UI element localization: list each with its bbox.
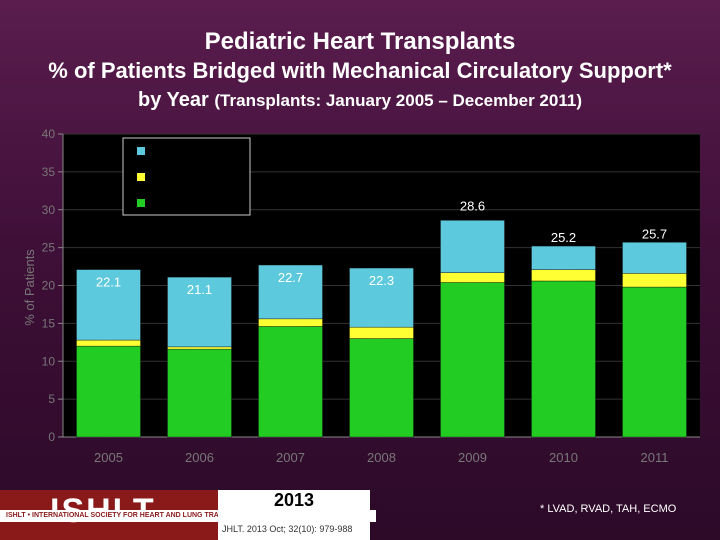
bar-shade-2005 xyxy=(76,340,141,347)
y-axis-label: % of Patients xyxy=(22,249,37,326)
bar-shade-2010 xyxy=(531,280,596,437)
bar-shade-2011 xyxy=(622,273,687,288)
bar-shade-2009 xyxy=(440,272,505,283)
bar-shade-2010 xyxy=(531,246,596,270)
y-tick-label: 30 xyxy=(42,203,56,217)
bar-shade-2007 xyxy=(258,326,323,437)
y-tick-label: 5 xyxy=(48,392,55,406)
bar-shade-2011 xyxy=(622,242,687,274)
legend-swatch-1 xyxy=(137,173,145,181)
bar-shade-2005 xyxy=(76,346,141,437)
bar-shade-2007 xyxy=(258,318,323,327)
x-tick-label-2009: 2009 xyxy=(458,450,487,465)
y-tick-label: 35 xyxy=(42,165,56,179)
bar-shade-2010 xyxy=(531,269,596,281)
bar-shade-2005 xyxy=(76,269,141,341)
bar-shade-2011 xyxy=(622,287,687,437)
bar-shade-2009 xyxy=(440,220,505,273)
y-tick-label: 25 xyxy=(42,241,56,255)
bar-shade-2006 xyxy=(167,277,232,347)
y-tick-label: 20 xyxy=(42,279,56,293)
footnote: * LVAD, RVAD, TAH, ECMO xyxy=(540,503,677,515)
citation-reference: JHLT. 2013 Oct; 32(10): 979-988 xyxy=(222,524,353,534)
chart-title: Pediatric Heart Transplants xyxy=(204,28,516,55)
data-label-2005: 22.1 xyxy=(96,275,121,290)
citation-year: 2013 xyxy=(273,490,315,510)
legend-swatch-2 xyxy=(137,199,145,207)
data-label-2010: 25.2 xyxy=(551,230,576,245)
citation-box xyxy=(218,490,370,540)
bar-shade-2008 xyxy=(349,327,414,339)
chart-subtitle-line-1: % of Patients Bridged with Mechanical Ci… xyxy=(48,58,672,83)
x-tick-label-2011: 2011 xyxy=(641,450,669,465)
y-tick-label: 0 xyxy=(48,430,55,444)
data-label-2007: 22.7 xyxy=(278,270,303,285)
bar-shade-2006 xyxy=(167,346,232,350)
data-label-2009: 28.6 xyxy=(460,198,485,213)
bar-shade-2009 xyxy=(440,282,505,437)
data-label-2011: 25.7 xyxy=(642,226,667,241)
x-tick-label-2006: 2006 xyxy=(185,450,214,465)
bar-shade-2006 xyxy=(167,349,232,437)
y-tick-label: 15 xyxy=(42,316,56,330)
bar-shade-2008 xyxy=(349,268,414,328)
y-tick-label: 40 xyxy=(42,127,56,141)
subtitle-date-range: (Transplants: January 2005 – December 20… xyxy=(214,91,582,110)
legend-swatch-0 xyxy=(137,147,145,155)
bar-shade-2007 xyxy=(258,265,323,319)
data-label-2006: 21.1 xyxy=(187,282,212,297)
x-tick-label-2007: 2007 xyxy=(276,450,305,465)
x-tick-label-2005: 2005 xyxy=(94,450,123,465)
bar-shade-2008 xyxy=(349,338,414,437)
x-tick-label-2008: 2008 xyxy=(367,450,396,465)
x-tick-label-2010: 2010 xyxy=(549,450,578,465)
subtitle-by-year: by Year xyxy=(138,89,209,111)
data-label-2008: 22.3 xyxy=(369,273,394,288)
y-tick-label: 10 xyxy=(42,354,56,368)
chart-subtitle-line-2: by Year (Transplants: January 2005 – Dec… xyxy=(0,89,720,112)
